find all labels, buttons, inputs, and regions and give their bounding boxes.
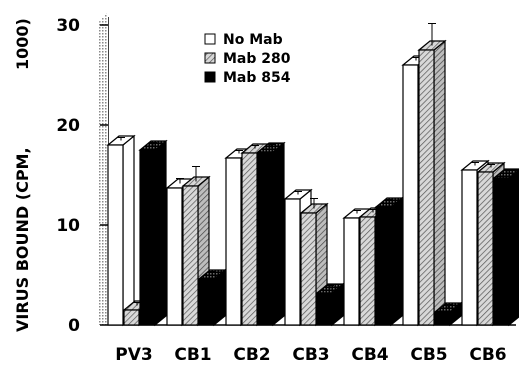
legend-white-square-icon (205, 34, 215, 44)
bar-front-face (344, 218, 359, 325)
y-tick-label: 0 (68, 316, 80, 336)
bar-front-face (376, 207, 391, 325)
bar-pv3-no-mab (108, 136, 134, 325)
bar-cb4-mab-854 (376, 198, 402, 325)
bar-pv3-mab-854 (140, 141, 166, 325)
x-tick-labels: PV3 CB1 CB2 CB3 CB4 CB5 CB6 (115, 345, 506, 365)
x-tick-label-cb2: CB2 (233, 345, 270, 365)
bar-side-face (155, 141, 166, 325)
bar-side-face (123, 136, 134, 325)
bar-front-face (183, 186, 198, 325)
bar-front-face (285, 199, 300, 325)
bar-front-face (167, 188, 182, 325)
bar-cb3-mab-854 (317, 284, 343, 325)
x-tick-label-cb5: CB5 (410, 345, 447, 365)
bar-side-face (509, 169, 519, 325)
bar-side-face (273, 143, 284, 325)
bar-front-face (419, 50, 434, 325)
back-wall-shading (98, 11, 108, 325)
legend-black-square-icon (205, 72, 215, 82)
y-tick-label: 10 (56, 216, 80, 236)
x-tick-label-pv3: PV3 (115, 345, 152, 365)
bar-front-face (435, 312, 450, 325)
bar-cb5-mab-280 (419, 24, 445, 326)
bar-cb6-mab-854 (494, 169, 519, 325)
bar-cb1-mab-854 (199, 270, 225, 325)
bar-front-face (317, 293, 332, 325)
legend: No Mab Mab 280 Mab 854 (205, 32, 291, 86)
legend-label-mab-854: Mab 854 (223, 70, 291, 86)
bar-front-face (140, 150, 155, 325)
y-tick-label: 20 (56, 116, 80, 136)
bar-front-face (360, 217, 375, 325)
legend-label-mab-280: Mab 280 (223, 51, 291, 67)
bar-front-face (108, 145, 123, 325)
x-tick-label-cb6: CB6 (469, 345, 506, 365)
bar-front-face (301, 213, 316, 325)
bar-front-face (403, 65, 418, 325)
bar-cb2-mab-854 (258, 143, 284, 325)
x-tick-label-cb3: CB3 (292, 345, 329, 365)
bar-front-face (226, 158, 241, 325)
x-tick-label-cb1: CB1 (174, 345, 211, 365)
y-axis-title: VIRUS BOUND (CPM, 1000) (13, 18, 32, 332)
legend-label-no-mab: No Mab (223, 32, 283, 48)
y-axis-title-line1: VIRUS BOUND (CPM, (13, 147, 32, 332)
bar-side-face (434, 41, 445, 325)
x-tick-label-cb4: CB4 (351, 345, 388, 365)
bar-side-face (391, 198, 402, 325)
bar-front-face (242, 153, 257, 325)
bar-front-face (258, 152, 273, 325)
bar-front-face (494, 178, 509, 325)
bar-front-face (199, 279, 214, 325)
legend-hatched-square-icon (205, 53, 215, 63)
y-axis-title-line2: 1000) (13, 18, 32, 70)
bar-front-face (462, 170, 477, 325)
bar-front-face (478, 172, 493, 325)
y-tick-label: 30 (56, 16, 80, 36)
bar-front-face (124, 310, 139, 325)
bars (108, 24, 519, 326)
